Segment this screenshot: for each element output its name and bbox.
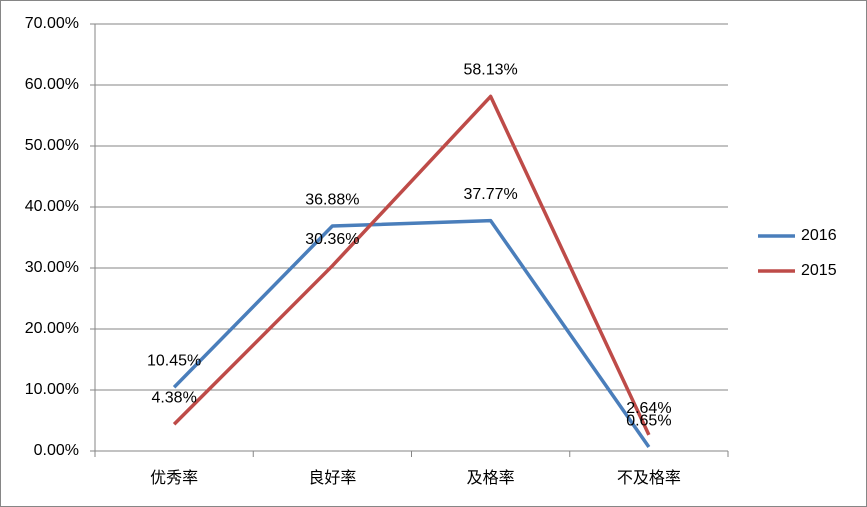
x-tick-label: 及格率 bbox=[467, 469, 515, 487]
data-label: 36.88% bbox=[305, 191, 359, 208]
legend-label: 2015 bbox=[801, 262, 837, 279]
x-tick-label: 不及格率 bbox=[617, 469, 681, 487]
x-tick-label: 优秀率 bbox=[150, 469, 198, 487]
y-tick-label: 70.00% bbox=[25, 15, 79, 32]
y-tick-label: 40.00% bbox=[25, 198, 79, 215]
data-label: 37.77% bbox=[463, 186, 517, 203]
y-tick-label: 0.00% bbox=[34, 442, 79, 459]
data-label: 58.13% bbox=[463, 62, 517, 79]
y-tick-label: 60.00% bbox=[25, 76, 79, 93]
legend-label: 2016 bbox=[801, 227, 837, 244]
y-tick-label: 50.00% bbox=[25, 137, 79, 154]
series-line bbox=[172, 94, 651, 436]
series-line bbox=[172, 218, 651, 449]
y-tick-label: 30.00% bbox=[25, 259, 79, 276]
y-tick-label: 10.00% bbox=[25, 381, 79, 398]
data-label: 0.65% bbox=[626, 412, 671, 429]
data-label: 10.45% bbox=[147, 352, 201, 369]
x-tick-label: 良好率 bbox=[308, 469, 356, 487]
data-label: 4.38% bbox=[151, 390, 196, 407]
y-tick-label: 20.00% bbox=[25, 320, 79, 337]
data-label: 2.64% bbox=[626, 400, 671, 417]
data-label: 30.36% bbox=[305, 231, 359, 248]
